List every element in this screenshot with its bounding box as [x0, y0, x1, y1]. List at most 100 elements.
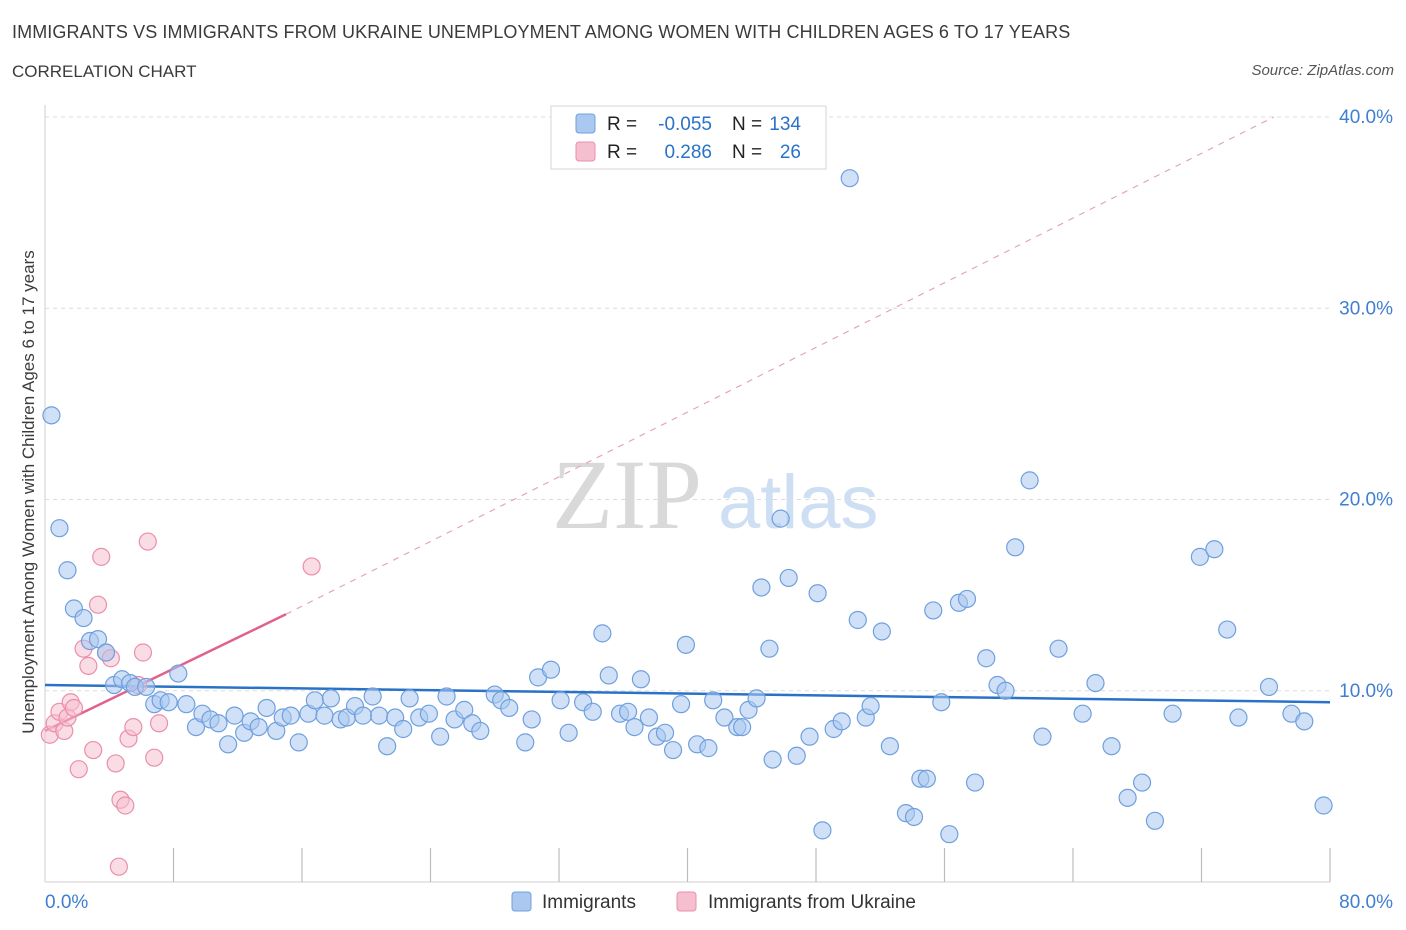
point-immigrants-30 [281, 706, 300, 725]
point-immigrants-41 [370, 706, 389, 725]
legend-n-label-1: N = [732, 142, 762, 163]
point-immigrants-33 [305, 691, 324, 710]
point-ukraine-12 [92, 547, 111, 566]
watermark-atlas: atlas [718, 460, 879, 545]
point-immigrants-66 [599, 666, 618, 685]
point-immigrants-79 [704, 691, 723, 710]
point-ukraine-15 [106, 754, 125, 773]
point-ukraine-21 [133, 643, 153, 662]
x-tick-label-80: 80.0% [1339, 892, 1393, 913]
point-immigrants-100 [872, 622, 891, 641]
point-ukraine-25 [109, 857, 128, 876]
point-immigrants-44 [394, 719, 413, 739]
legend-r-value-1: 0.286 [664, 142, 712, 163]
point-immigrants-91 [800, 727, 819, 746]
point-immigrants-76 [676, 635, 695, 654]
trend-line-ukraine [44, 613, 287, 733]
trend-line-immigrants [44, 683, 1331, 704]
point-immigrants-87 [763, 750, 782, 769]
point-immigrants-95 [832, 712, 851, 731]
point-immigrants-86 [760, 639, 779, 658]
ukraine-points [40, 532, 321, 876]
point-immigrants-93 [813, 821, 832, 840]
chart-subtitle: CORRELATION CHART [12, 62, 197, 81]
point-ukraine-24 [149, 714, 169, 733]
grid-lines [45, 116, 1330, 692]
point-immigrants-129 [1229, 708, 1248, 727]
point-immigrants-124 [1145, 811, 1165, 830]
legend-n-value-1: 26 [780, 142, 801, 163]
point-immigrants-122 [1118, 788, 1137, 807]
legend-box [550, 105, 827, 170]
point-immigrants-7 [96, 643, 116, 662]
point-immigrants-110 [957, 589, 977, 609]
point-immigrants-34 [315, 706, 334, 725]
point-immigrants-6 [88, 630, 108, 649]
point-immigrants-120 [1086, 673, 1105, 693]
point-immigrants-103 [904, 807, 924, 827]
y-axis-label: Unemployment Among Women with Children A… [19, 250, 38, 734]
source-label: Source: ZipAtlas.com [1251, 62, 1394, 79]
point-ukraine-19 [124, 717, 143, 737]
point-immigrants-48 [431, 727, 450, 746]
point-immigrants-4 [74, 608, 93, 628]
point-immigrants-53 [471, 721, 490, 741]
point-ukraine-10 [84, 740, 103, 760]
trend-lines [44, 116, 1331, 733]
point-immigrants-58 [522, 710, 541, 729]
point-immigrants-85 [752, 578, 771, 597]
y-tick-label-20: 20.0% [1339, 490, 1393, 511]
point-ukraine-26 [302, 557, 321, 576]
point-immigrants-69 [625, 717, 644, 737]
legend-swatch-immigrants [575, 113, 596, 134]
point-immigrants-108 [940, 825, 959, 844]
point-immigrants-99 [861, 696, 880, 716]
point-immigrants-57 [516, 733, 535, 752]
point-immigrants-65 [593, 624, 612, 643]
point-immigrants-130 [1259, 677, 1279, 697]
chart-title: IMMIGRANTS VS IMMIGRANTS FROM UKRAINE UN… [12, 22, 1071, 42]
point-immigrants-64 [583, 702, 602, 721]
point-immigrants-42 [378, 737, 397, 756]
point-immigrants-45 [400, 689, 419, 708]
point-ukraine-22 [138, 532, 157, 551]
point-immigrants-116 [1020, 471, 1039, 490]
point-immigrants-127 [1205, 540, 1224, 559]
point-immigrants-62 [559, 723, 578, 742]
point-immigrants-61 [551, 691, 570, 710]
immigrant-points [42, 169, 1333, 844]
point-ukraine-7 [69, 760, 88, 779]
point-immigrants-126 [1190, 547, 1209, 566]
point-immigrants-60 [541, 660, 561, 679]
point-immigrants-117 [1033, 727, 1052, 746]
point-immigrants-115 [1006, 538, 1025, 557]
bottom-legend-swatch-immigrants [511, 891, 532, 912]
point-ukraine-6 [64, 698, 84, 718]
trend-line-ukraine-extension [285, 116, 1275, 615]
legend-r-label-0: R = [607, 114, 637, 135]
point-immigrants-40 [363, 687, 382, 706]
point-immigrants-112 [977, 649, 996, 668]
legend-r-label-1: R = [607, 142, 637, 163]
y-tick-label-30: 30.0% [1339, 298, 1393, 319]
watermark-zip: ZIP [552, 439, 702, 550]
point-ukraine-17 [116, 796, 135, 815]
point-immigrants-68 [618, 702, 638, 721]
point-immigrants-118 [1049, 639, 1068, 658]
point-immigrants-88 [771, 509, 790, 528]
point-immigrants-82 [733, 717, 752, 737]
series-legend: Immigrants Immigrants from Ukraine [511, 891, 916, 913]
point-immigrants-96 [840, 169, 859, 188]
point-immigrants-22 [219, 735, 238, 754]
watermark: ZIP atlas [552, 439, 879, 550]
x-tick-label-0: 0.0% [45, 892, 88, 913]
y-tick-label-10: 10.0% [1339, 681, 1393, 702]
point-immigrants-105 [917, 769, 936, 788]
point-immigrants-125 [1163, 704, 1182, 723]
point-immigrants-17 [177, 695, 196, 714]
point-immigrants-16 [169, 664, 188, 683]
point-immigrants-15 [159, 693, 178, 712]
point-immigrants-119 [1073, 704, 1092, 723]
point-immigrants-23 [225, 706, 244, 725]
